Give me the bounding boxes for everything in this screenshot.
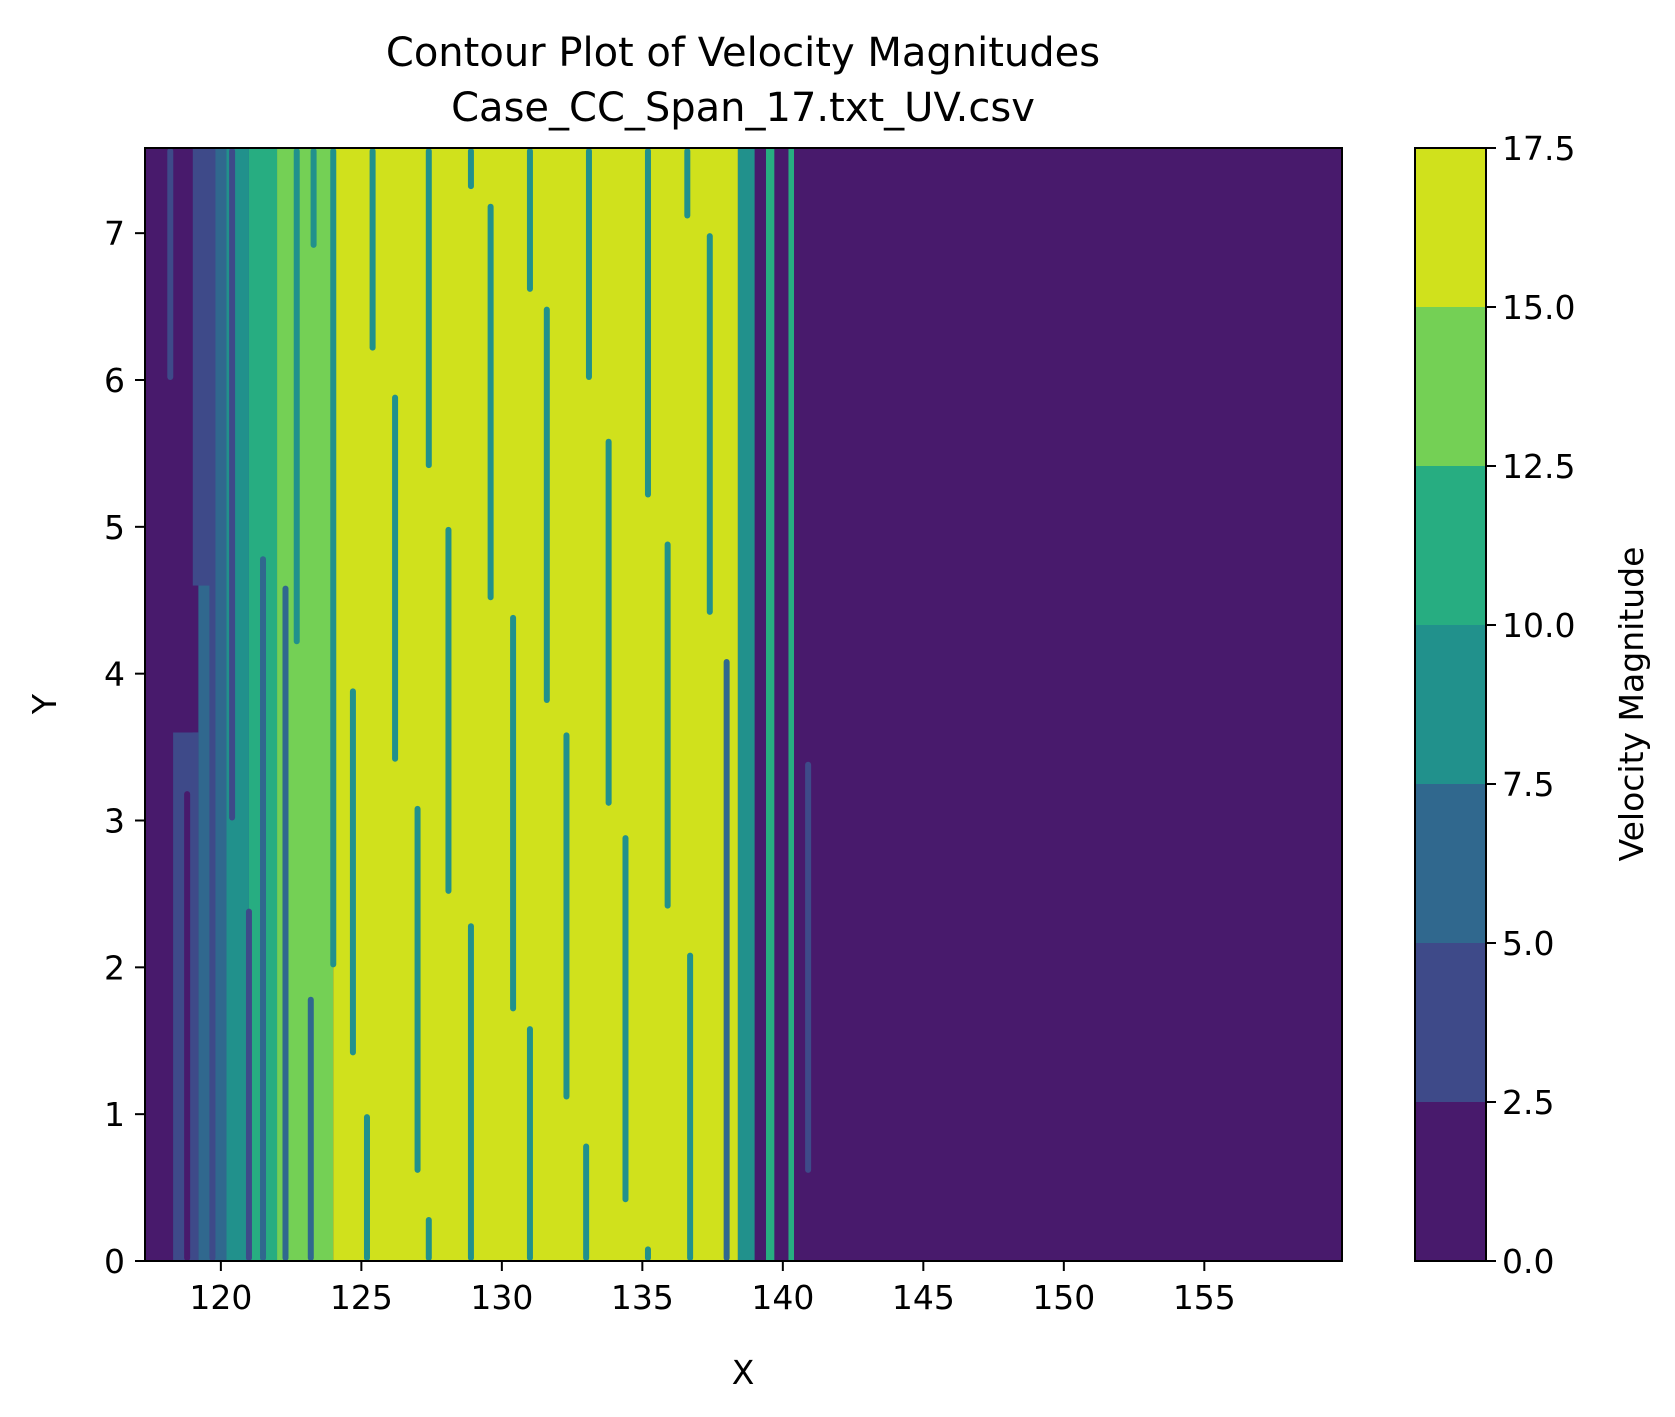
contour-streak — [167, 148, 174, 380]
contour-streak — [369, 148, 376, 351]
plot-area — [145, 148, 1342, 1261]
colorbar-tick-label: 0.0 — [1502, 1242, 1554, 1281]
x-axis-label: X — [732, 1353, 755, 1392]
x-tick-label: 155 — [1173, 1278, 1236, 1317]
contour-streak — [622, 835, 629, 1203]
contour-streak — [583, 1143, 590, 1261]
colorbar-band — [1415, 466, 1486, 625]
colorbar-bands — [1415, 148, 1486, 1261]
colorbar-tick-label: 7.5 — [1502, 765, 1554, 804]
colorbar-ticks: 0.0 2.5 5.0 7.5 10.0 12.5 15.0 17.5 — [1486, 129, 1575, 1281]
colorbar-frame — [1414, 147, 1487, 1262]
colorbar-band — [1415, 307, 1486, 466]
colorbar-tick-label: 10.0 — [1502, 606, 1575, 645]
x-tick-label: 150 — [1032, 1278, 1095, 1317]
contour-streak — [644, 148, 651, 498]
y-tick-label: 1 — [104, 1095, 125, 1134]
chart-title: Contour Plot of Velocity Magnitudes — [386, 30, 1100, 76]
contour-streak — [605, 438, 612, 806]
contour-streak — [209, 148, 216, 1261]
colorbar-label: Velocity Magnitude — [1612, 547, 1651, 862]
y-tick-label: 3 — [104, 801, 125, 840]
colorbar: 0.0 2.5 5.0 7.5 10.0 12.5 15.0 17.5 Velocity Ma… — [1414, 129, 1651, 1281]
contour-streak — [330, 148, 337, 968]
contour-streak — [245, 908, 252, 1261]
contour-streak — [585, 148, 592, 380]
colorbar-tick-label: 17.5 — [1502, 129, 1575, 168]
contour-streak — [684, 148, 691, 219]
plot-frame — [144, 147, 1343, 1262]
contour-streak — [805, 761, 812, 1173]
contour-streak — [487, 203, 494, 601]
y-tick-label: 0 — [104, 1242, 125, 1281]
contour-streak — [706, 233, 713, 615]
chart-subtitle: Case_CC_Span_17.txt_UV.csv — [451, 85, 1035, 131]
colorbar-band — [1415, 625, 1486, 784]
colorbar-band — [1415, 1102, 1486, 1261]
contour-streak — [229, 148, 236, 821]
contour-streak — [425, 1216, 432, 1261]
contour-region — [737, 148, 755, 1261]
contour-streak — [425, 148, 432, 469]
y-tick-label: 2 — [104, 948, 125, 987]
y-tick-label: 6 — [104, 361, 125, 400]
contour-streak — [282, 585, 289, 1261]
contour-streak — [260, 556, 267, 1261]
contour-region — [765, 148, 775, 1261]
x-tick-label: 145 — [892, 1278, 955, 1317]
contour-streak — [687, 952, 694, 1261]
contour-streak — [467, 923, 474, 1261]
contour-streak — [664, 541, 671, 909]
y-tick-label: 7 — [104, 214, 125, 253]
y-tick-label: 4 — [104, 655, 125, 694]
contour-streak — [563, 732, 570, 1100]
contour-streaks — [167, 148, 812, 1261]
colorbar-tick-label: 2.5 — [1502, 1083, 1554, 1122]
contour-regions — [145, 148, 1342, 1261]
x-tick-label: 125 — [330, 1278, 393, 1317]
contour-streak — [467, 148, 474, 190]
colorbar-tick-label: 5.0 — [1502, 924, 1554, 963]
colorbar-band — [1415, 148, 1486, 307]
contour-region — [794, 148, 1342, 1261]
contour-region — [754, 148, 766, 1261]
contour-region — [774, 148, 789, 1261]
colorbar-band — [1415, 943, 1486, 1102]
contour-streak — [414, 805, 421, 1173]
y-axis-label: Y — [25, 693, 64, 715]
colorbar-band — [1415, 784, 1486, 943]
colorbar-tick-label: 12.5 — [1502, 447, 1575, 486]
colorbar-tick-label: 15.0 — [1502, 288, 1575, 327]
contour-streak — [349, 688, 356, 1056]
contour-streak — [723, 658, 730, 1261]
y-axis-ticks: 0 1 2 3 4 5 6 7 — [104, 214, 145, 1281]
contour-streak — [392, 394, 399, 762]
contour-region — [173, 148, 193, 733]
x-tick-label: 140 — [751, 1278, 814, 1317]
contour-streak — [543, 306, 550, 704]
contour-streak — [363, 1114, 370, 1261]
contour-streak — [510, 614, 517, 1012]
contour-streak — [307, 996, 314, 1261]
contour-streak — [445, 526, 452, 894]
x-tick-label: 130 — [470, 1278, 533, 1317]
x-axis-ticks: 120 125 130 135 140 145 150 155 — [189, 1261, 1236, 1317]
contour-region — [788, 148, 795, 1261]
contour-streak — [644, 1246, 651, 1261]
x-tick-label: 135 — [611, 1278, 674, 1317]
contour-streak — [310, 148, 317, 248]
contour-streak — [184, 791, 191, 1261]
contour-streak — [526, 1026, 533, 1261]
contour-streak — [526, 148, 533, 292]
x-tick-label: 120 — [189, 1278, 252, 1317]
contour-streak — [293, 148, 300, 645]
y-tick-label: 5 — [104, 508, 125, 547]
